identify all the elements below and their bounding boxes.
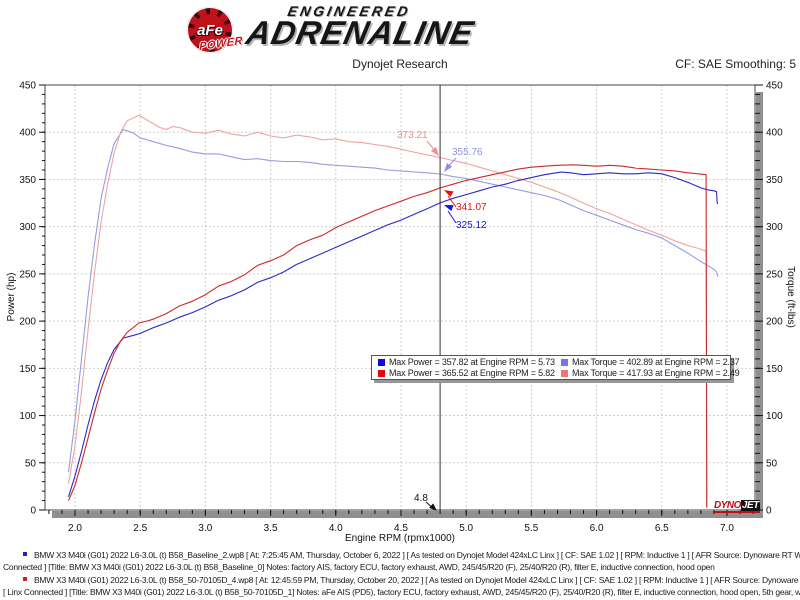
dynojet-logo-dyno: DYNO	[714, 500, 741, 511]
svg-text:350: 350	[19, 175, 36, 186]
cursor-value-afe-power: 341.07	[456, 202, 487, 213]
svg-text:200: 200	[19, 317, 36, 328]
svg-text:100: 100	[19, 411, 36, 422]
cursor-value-afe-torque: 373.21	[397, 130, 428, 141]
svg-text:400: 400	[19, 128, 36, 139]
curve-afe-power	[67, 164, 708, 508]
legend-label: Max Torque = 417.93 at Engine RPM = 2.49	[572, 368, 740, 378]
afe-power-swatch	[378, 369, 385, 377]
cursor-value-baseline-torque: 355.76	[452, 147, 483, 158]
dynojet-logo-jet: JET	[740, 500, 760, 511]
baseline-torque-swatch	[561, 358, 568, 366]
dyno-curves	[67, 114, 719, 509]
svg-text:3.5: 3.5	[264, 523, 278, 534]
axis-titles: Engine RPM (rpmx1000) Power (hp) Torque (f…	[6, 266, 796, 544]
svg-text:250: 250	[766, 269, 783, 280]
svg-text:450: 450	[19, 81, 36, 92]
legend-label: Max Power = 365.52 at Engine RPM = 5.82	[389, 368, 555, 378]
run-note-baseline: BMW X3 M40i (G01) 2022 L6-3.0L (t) B58_B…	[3, 549, 800, 573]
run-note-line: BMW X3 M40i (G01) 2022 L6-3.0L (t) B58_B…	[34, 550, 800, 560]
svg-text:Engine RPM (rpmx1000): Engine RPM (rpmx1000)	[345, 533, 455, 544]
curve-afe-torque	[67, 114, 708, 509]
svg-text:2.0: 2.0	[68, 523, 82, 534]
svg-text:2.5: 2.5	[133, 523, 147, 534]
plot-shadow	[52, 92, 763, 518]
legend-item: Max Torque = 402.89 at Engine RPM = 2.37	[561, 357, 740, 367]
legend-item: Max Torque = 417.93 at Engine RPM = 2.49	[561, 368, 740, 378]
correction-factor-label: CF: SAE Smoothing: 5	[675, 57, 796, 71]
baseline-bullet-icon	[23, 552, 27, 556]
legend-label: Max Torque = 402.89 at Engine RPM = 2.37	[572, 357, 740, 367]
baseline-power-swatch	[378, 358, 385, 366]
svg-text:250: 250	[19, 269, 36, 280]
svg-text:350: 350	[766, 175, 783, 186]
svg-text:150: 150	[766, 364, 783, 375]
curve-baseline-power	[67, 171, 719, 497]
svg-text:200: 200	[766, 317, 783, 328]
cursor-value-baseline-power: 325.12	[456, 220, 487, 231]
run-note-line: BMW X3 M40i (G01) 2022 L6-3.0L (t) B58_5…	[34, 575, 800, 585]
svg-text:50: 50	[25, 458, 37, 469]
svg-text:400: 400	[766, 128, 783, 139]
svg-text:50: 50	[766, 458, 778, 469]
svg-text:4.8: 4.8	[414, 493, 428, 504]
run-note-afe: BMW X3 M40i (G01) 2022 L6-3.0L (t) B58_5…	[3, 574, 800, 598]
chart-title: Dynojet Research	[352, 57, 448, 71]
svg-text:6.5: 6.5	[655, 523, 669, 534]
afe-turbine-icon: aFe	[187, 7, 233, 53]
axis-tick-labels: 2.0 2.5 3.0 3.5 4.0 4.5 5.0 5.5 6.0 6.5 7.0 0 0 50 50 1…	[19, 81, 783, 535]
svg-text:4.5: 4.5	[394, 523, 408, 534]
plot-frame[interactable]	[44, 84, 756, 511]
cursor-annotation-arrows	[426, 140, 457, 224]
svg-text:6.0: 6.0	[590, 523, 604, 534]
afe-power-logo: aFe POWER ENGINEERED ADRENALINE	[185, 2, 605, 54]
svg-text:300: 300	[766, 222, 783, 233]
legend: Max Power = 357.82 at Engine RPM = 5.73 …	[371, 355, 740, 380]
dynojet-logo: DYNOJET	[714, 500, 760, 513]
svg-text:7.0: 7.0	[720, 523, 734, 534]
svg-text:5.0: 5.0	[459, 523, 473, 534]
grid	[45, 85, 755, 510]
svg-text:5.5: 5.5	[524, 523, 538, 534]
svg-text:Torque (ft-lbs): Torque (ft-lbs)	[785, 266, 796, 328]
run-note-line: Connected ] [Title: BMW X3 M40i (G01) 20…	[3, 562, 715, 572]
run-notes: BMW X3 M40i (G01) 2022 L6-3.0L (t) B58_B…	[3, 549, 800, 599]
svg-text:450: 450	[766, 81, 783, 92]
svg-text:300: 300	[19, 222, 36, 233]
curve-baseline-torque	[67, 128, 719, 473]
svg-text:0: 0	[30, 506, 36, 517]
legend-item: Max Power = 365.52 at Engine RPM = 5.82	[378, 368, 561, 378]
legend-label: Max Power = 357.82 at Engine RPM = 5.73	[389, 357, 555, 367]
svg-text:150: 150	[19, 364, 36, 375]
svg-text:4.0: 4.0	[329, 523, 343, 534]
run-note-line: [ Linx Connected ] [Title: BMW X3 M40i (…	[3, 587, 800, 597]
afe-bullet-icon	[23, 577, 27, 581]
afe-torque-swatch	[561, 369, 568, 377]
svg-text:3.0: 3.0	[198, 523, 212, 534]
svg-text:100: 100	[766, 411, 783, 422]
svg-text:Power (hp): Power (hp)	[6, 273, 17, 322]
cursor-rpm-label: 4.8	[414, 493, 437, 511]
axis-ticks	[39, 84, 763, 516]
afe-logo-text: aFe	[197, 21, 223, 39]
svg-text:0: 0	[766, 506, 772, 517]
legend-item: Max Power = 357.82 at Engine RPM = 5.73	[378, 357, 561, 367]
